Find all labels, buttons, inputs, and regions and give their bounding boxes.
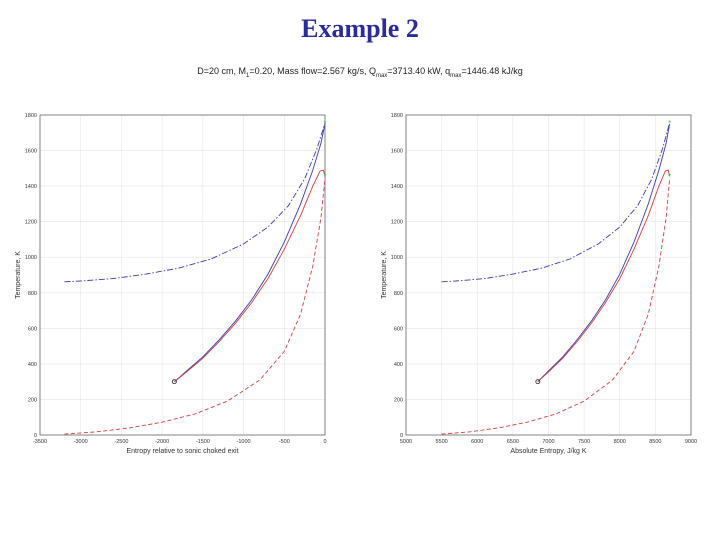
figure-title-subscript: max xyxy=(450,72,462,79)
figure-title-part: =3713.40 kW, q xyxy=(387,66,451,76)
y-tick-label: 1400 xyxy=(25,184,37,190)
figure-title-part: =0.20, Mass flow=2.567 kg/s, Q xyxy=(249,66,376,76)
y-axis-label: Temperature, K xyxy=(381,251,388,299)
y-tick-label: 800 xyxy=(394,291,403,297)
x-tick-label: 8500 xyxy=(649,439,661,445)
x-tick-label: -1000 xyxy=(237,439,251,445)
solid-curve xyxy=(537,169,671,383)
y-tick-label: 0 xyxy=(400,433,403,439)
x-axis-label: Absolute Entropy, J/kg K xyxy=(510,448,586,455)
figure-title-subscript: max xyxy=(375,72,388,79)
right-plot-absolute-entropy: 5000 5500 6000 6500 7000 7500 8000 8500 9000 0 200… xyxy=(381,113,697,455)
y-tick-label: 0 xyxy=(34,433,37,439)
x-tick-label: 7000 xyxy=(542,439,554,445)
y-tick-label: 200 xyxy=(28,397,37,403)
y-tick-label: 600 xyxy=(394,326,403,332)
x-tick-label: -3000 xyxy=(74,439,88,445)
y-tick-label: 800 xyxy=(28,291,37,297)
y-tick-label: 200 xyxy=(394,397,403,403)
solid-curve xyxy=(174,169,326,383)
y-tick-label: 1200 xyxy=(391,220,403,226)
slide-title: Example 2 xyxy=(301,14,419,43)
x-tick-label: -2000 xyxy=(155,439,169,445)
figure-title: D=20 cm, M1=0.20, Mass flow=2.567 kg/s, … xyxy=(0,66,720,79)
dashed-curve xyxy=(441,178,671,435)
x-tick-label: -500 xyxy=(279,439,290,445)
x-tick-label: 6000 xyxy=(471,439,483,445)
solid-curve xyxy=(174,123,326,383)
plot-area xyxy=(40,115,325,435)
figure-title-part: D=20 cm, M xyxy=(197,66,247,76)
x-tick-label: 6500 xyxy=(507,439,519,445)
x-tick-label: 5500 xyxy=(436,439,448,445)
start-point-marker xyxy=(535,379,541,385)
y-tick-label: 1000 xyxy=(25,255,37,261)
x-tick-label: 0 xyxy=(323,439,326,445)
figure-title-subscript: 1 xyxy=(246,72,250,79)
x-tick-label: 7500 xyxy=(578,439,590,445)
star-marker: * xyxy=(323,172,326,181)
x-tick-label: -2500 xyxy=(114,439,128,445)
dashdot-curve xyxy=(441,122,671,283)
plot-frame xyxy=(39,114,326,436)
y-tick-label: 400 xyxy=(394,362,403,368)
x-tick-label: 5000 xyxy=(400,439,412,445)
star-marker: * xyxy=(668,119,671,128)
left-plot-entropy-relative: -3500 -3000 -2500 -2000 -1500 -1000 -500 0 0 200 4… xyxy=(15,113,327,455)
y-axis-label: Temperature, K xyxy=(15,251,22,299)
x-axis-label: Entropy relative to sonic choked exit xyxy=(126,448,238,455)
y-tick-label: 1400 xyxy=(391,184,403,190)
solid-curve xyxy=(537,123,671,383)
star-marker: * xyxy=(323,119,326,128)
y-tick-label: 600 xyxy=(28,326,37,332)
y-tick-label: 1600 xyxy=(391,149,403,155)
start-point-marker xyxy=(171,379,177,385)
y-tick-label: 1800 xyxy=(25,113,37,119)
y-tick-label: 1800 xyxy=(391,113,403,119)
dashed-curve xyxy=(64,178,326,435)
y-tick-label: 1200 xyxy=(25,220,37,226)
plot-frame xyxy=(405,114,692,436)
y-tick-label: 400 xyxy=(28,362,37,368)
x-tick-label: -1500 xyxy=(196,439,210,445)
dashdot-curve xyxy=(64,122,326,283)
x-tick-label: -3500 xyxy=(33,439,47,445)
star-marker: * xyxy=(668,172,671,181)
figure-title-part: =1446.48 kJ/kg xyxy=(461,66,523,76)
x-tick-label: 8000 xyxy=(614,439,626,445)
x-tick-label: 9000 xyxy=(685,439,697,445)
y-tick-label: 1600 xyxy=(25,149,37,155)
y-tick-label: 1000 xyxy=(391,255,403,261)
